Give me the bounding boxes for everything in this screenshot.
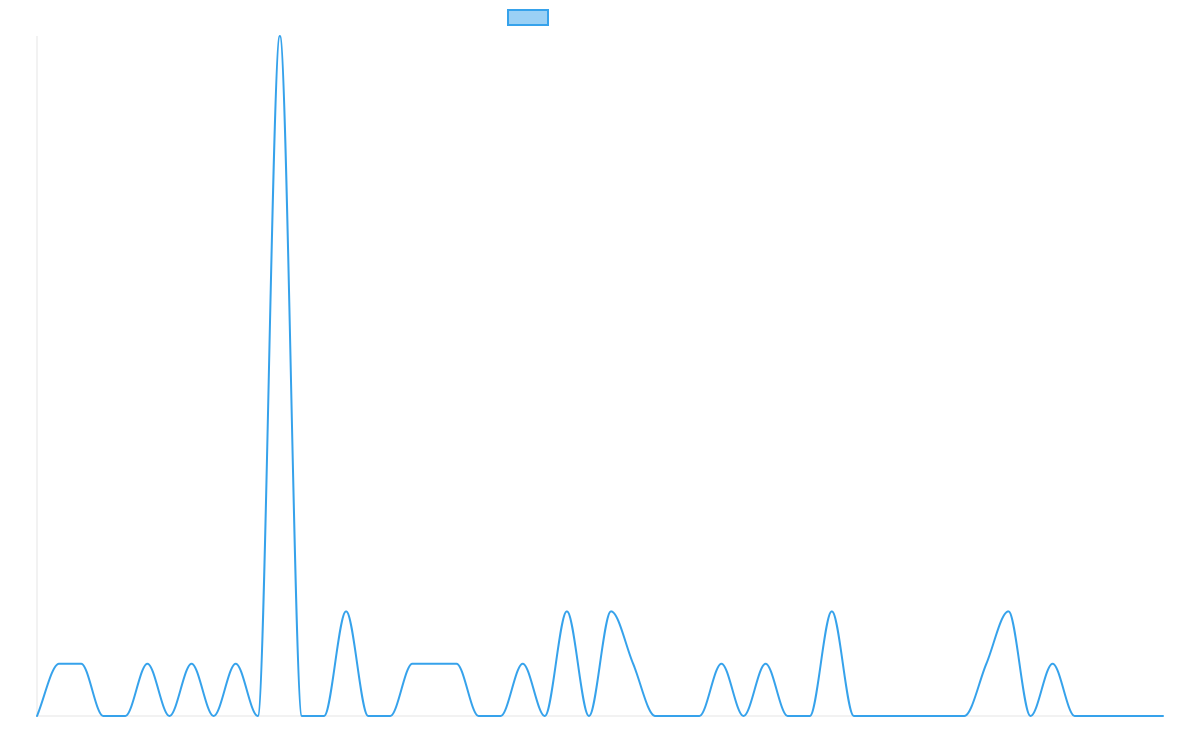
series-line [36,35,1164,717]
axes [36,36,1163,717]
legend[interactable] [507,9,549,26]
series-group [36,35,1164,717]
legend-swatch[interactable] [507,9,549,26]
